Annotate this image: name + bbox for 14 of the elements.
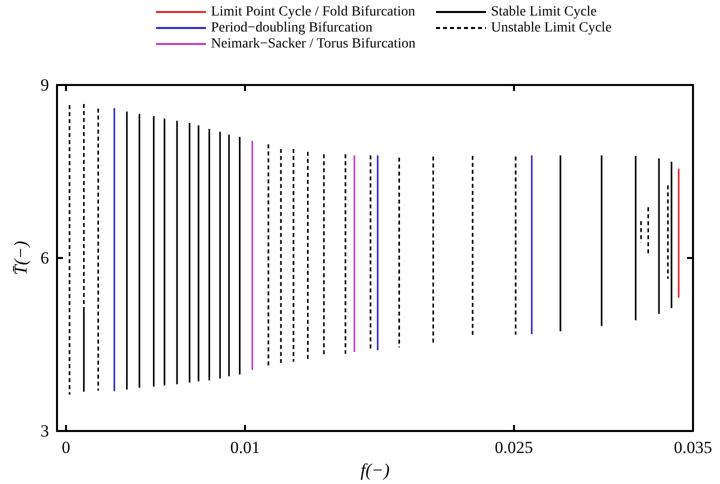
y-tick-label: 3 (40, 422, 49, 440)
x-tick-label: 0.025 (494, 438, 533, 457)
y-tick-label: 9 (40, 76, 49, 94)
x-tick-label: 0.01 (230, 438, 260, 457)
legend-label: Limit Point Cycle / Fold Bifurcation (211, 4, 416, 20)
y-axis-title: T̄(−) (10, 240, 31, 276)
legend-label: Neimark−Sacker / Torus Bifurcation (211, 36, 416, 52)
x-tick-label: 0.035 (674, 438, 712, 457)
x-tick-label: 0 (62, 438, 70, 457)
legend-label: Period−doubling Bifurcation (211, 20, 372, 36)
legend-label: Unstable Limit Cycle (491, 20, 612, 36)
y-tick-label: 6 (40, 248, 49, 268)
x-axis-title: f(−) (360, 460, 390, 480)
legend-label: Stable Limit Cycle (491, 4, 597, 20)
